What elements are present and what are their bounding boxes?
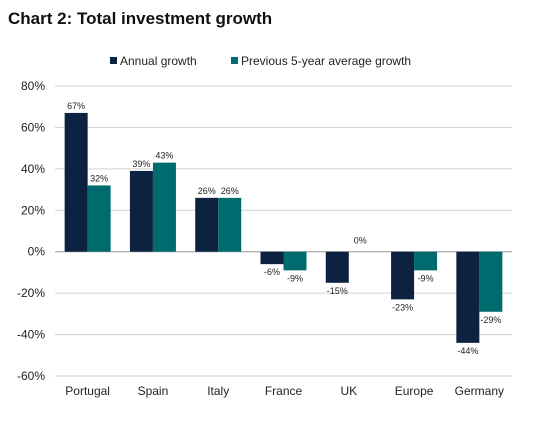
bars xyxy=(64,112,503,343)
bar-five-year-italy xyxy=(218,197,242,252)
x-tick-label: France xyxy=(265,384,303,398)
legend-label: Annual growth xyxy=(120,54,197,68)
bar-annual-spain xyxy=(129,170,153,252)
data-label: -23% xyxy=(392,302,413,312)
bar-annual-uk xyxy=(325,251,349,283)
data-label: 32% xyxy=(90,173,108,183)
bar-annual-portugal xyxy=(64,112,88,252)
chart-title: Chart 2: Total investment growth xyxy=(8,9,273,28)
legend: Annual growth Previous 5-year average gro… xyxy=(110,54,411,68)
bar-annual-italy xyxy=(195,197,219,252)
y-tick-label: -20% xyxy=(17,286,45,300)
x-tick-label: Germany xyxy=(455,384,504,398)
y-tick-label: 0% xyxy=(28,245,46,259)
bar-five-year-spain xyxy=(152,162,176,252)
legend-swatch xyxy=(231,57,238,64)
data-label: 26% xyxy=(198,186,216,196)
data-label: -9% xyxy=(287,273,303,283)
y-tick-label: 40% xyxy=(21,162,45,176)
bar-five-year-germany xyxy=(479,251,503,312)
bar-annual-germany xyxy=(456,251,480,343)
data-label: 26% xyxy=(221,186,239,196)
y-tick-label: -60% xyxy=(17,369,45,383)
data-label: 39% xyxy=(132,159,150,169)
bar-annual-france xyxy=(260,251,284,265)
bar-five-year-portugal xyxy=(87,185,111,252)
data-label: -29% xyxy=(480,315,501,325)
x-axis: Portugal Spain Italy France UK Europe Germany xyxy=(65,384,504,398)
x-tick-label: Italy xyxy=(207,384,229,398)
data-label: -9% xyxy=(418,273,434,283)
legend-label: Previous 5-year average growth xyxy=(241,54,411,68)
data-label: 67% xyxy=(67,101,85,111)
data-label: 43% xyxy=(155,151,173,161)
bar-five-year-europe xyxy=(414,251,438,271)
x-tick-label: Portugal xyxy=(65,384,110,398)
data-label: -44% xyxy=(457,346,478,356)
legend-swatch xyxy=(110,57,117,64)
x-tick-label: Spain xyxy=(138,384,169,398)
y-tick-label: -40% xyxy=(17,328,45,342)
data-labels: 67% 32% 39% 43% 26% 26% -6% -9% -15% 0% -23% -9% -44… xyxy=(67,101,501,356)
y-tick-label: 60% xyxy=(21,120,45,134)
y-tick-label: 20% xyxy=(21,203,45,217)
grid-lines xyxy=(55,85,512,377)
data-label: -6% xyxy=(264,267,280,277)
x-tick-label: UK xyxy=(340,384,357,398)
x-tick-label: Europe xyxy=(395,384,434,398)
data-label: 0% xyxy=(354,236,367,246)
y-tick-label: 80% xyxy=(21,79,45,93)
y-axis: 80% 60% 40% 20% 0% -20% -40% -60% xyxy=(17,79,45,383)
bar-five-year-france xyxy=(283,251,307,271)
bar-annual-europe xyxy=(391,251,415,300)
data-label: -15% xyxy=(327,286,348,296)
